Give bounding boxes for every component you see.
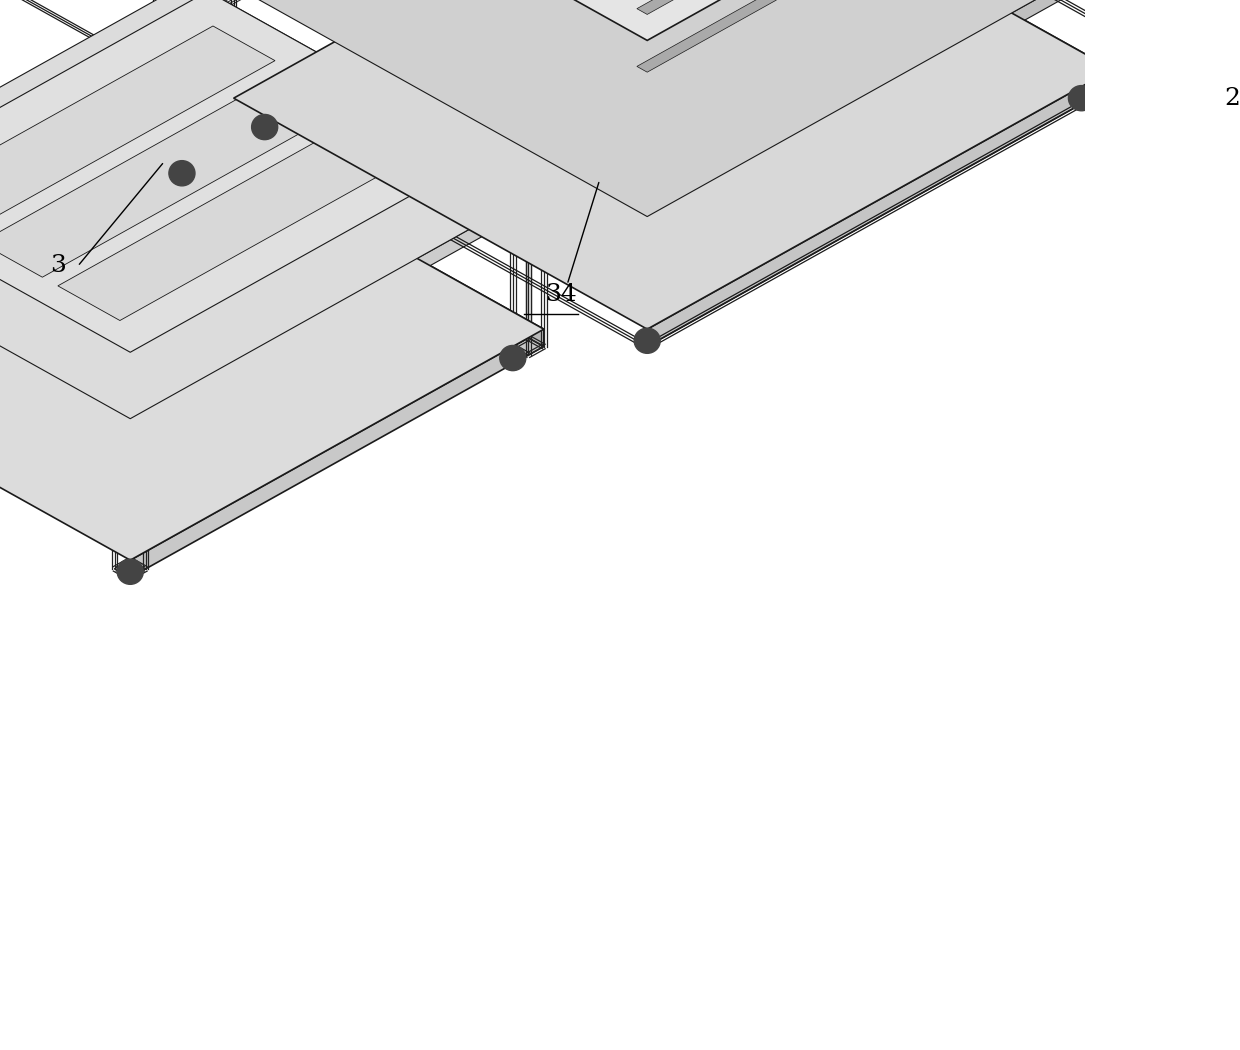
Polygon shape bbox=[0, 0, 544, 419]
Circle shape bbox=[500, 345, 526, 371]
Polygon shape bbox=[368, 112, 430, 156]
Polygon shape bbox=[647, 0, 802, 211]
Polygon shape bbox=[0, 69, 352, 277]
Text: 3: 3 bbox=[51, 254, 66, 277]
Polygon shape bbox=[130, 188, 544, 433]
Polygon shape bbox=[208, 0, 492, 162]
Polygon shape bbox=[699, 0, 1112, 86]
Polygon shape bbox=[130, 330, 544, 578]
Polygon shape bbox=[233, 0, 1112, 330]
Circle shape bbox=[634, 328, 660, 353]
Polygon shape bbox=[42, 104, 352, 286]
Text: 20: 20 bbox=[1224, 87, 1240, 110]
Polygon shape bbox=[290, 69, 352, 112]
Polygon shape bbox=[647, 0, 776, 112]
Circle shape bbox=[118, 559, 144, 584]
Polygon shape bbox=[637, 0, 776, 15]
Polygon shape bbox=[233, 0, 1112, 216]
Polygon shape bbox=[647, 0, 1112, 58]
Polygon shape bbox=[0, 26, 275, 234]
Polygon shape bbox=[233, 0, 1112, 40]
Polygon shape bbox=[120, 147, 430, 329]
Polygon shape bbox=[1216, 0, 1240, 87]
Polygon shape bbox=[647, 0, 1112, 231]
Polygon shape bbox=[854, 0, 1240, 69]
Polygon shape bbox=[647, 69, 1112, 346]
Polygon shape bbox=[130, 150, 492, 364]
Polygon shape bbox=[766, 0, 776, 40]
Text: 34: 34 bbox=[546, 282, 577, 306]
Polygon shape bbox=[182, 0, 544, 202]
Polygon shape bbox=[0, 0, 492, 353]
Polygon shape bbox=[647, 0, 776, 55]
Polygon shape bbox=[182, 127, 544, 346]
Circle shape bbox=[1069, 86, 1095, 111]
Circle shape bbox=[1203, 68, 1229, 93]
Circle shape bbox=[252, 114, 278, 140]
Polygon shape bbox=[595, 0, 802, 124]
Polygon shape bbox=[58, 112, 430, 320]
Polygon shape bbox=[0, 127, 544, 561]
Circle shape bbox=[169, 161, 195, 186]
Polygon shape bbox=[213, 26, 275, 69]
Polygon shape bbox=[0, 61, 275, 243]
Polygon shape bbox=[637, 0, 776, 72]
